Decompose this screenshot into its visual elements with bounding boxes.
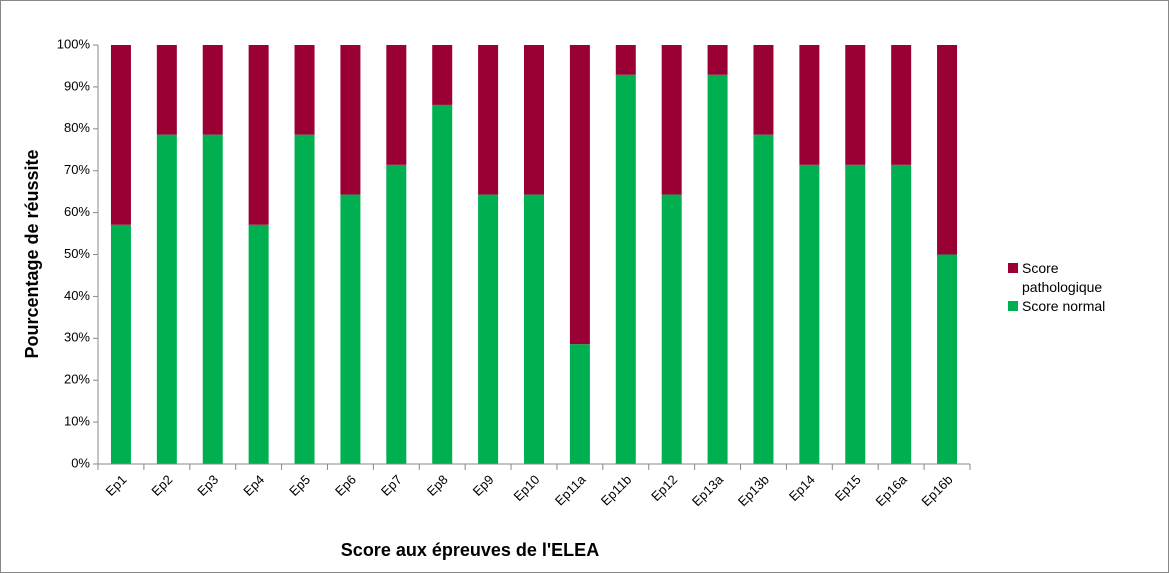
bar-segment [202,134,223,464]
y-tick-label: 50% [64,246,90,261]
bar-segment [845,164,866,465]
bar-segment [294,134,315,464]
y-tick-label: 40% [64,288,90,303]
bar-segment [340,45,361,195]
bar-segment [937,45,958,255]
bar-segment [707,45,728,75]
bar-segment [753,45,774,135]
bar-segment [569,45,590,345]
bar-segment [432,104,453,465]
bar-segment [156,45,177,135]
y-tick-label: 20% [64,372,90,387]
bar-segment [799,45,820,165]
bar-segment [891,164,912,465]
bar-segment [156,134,177,464]
y-tick-label: 70% [64,162,90,177]
bar-segment [248,45,269,225]
legend-swatch [1008,301,1018,311]
bar-segment [845,45,866,165]
bar-segment [661,194,682,464]
legend-label: Score normal [1022,298,1106,314]
legend-swatch [1008,263,1018,273]
bar-segment [569,344,590,464]
bar-segment [799,164,820,465]
y-tick-label: 0% [71,455,90,470]
bar-segment [386,45,407,165]
bar-segment [110,224,131,464]
bar-segment [524,45,544,195]
y-tick-label: 10% [64,414,90,429]
bar-segment [340,194,361,464]
y-tick-label: 30% [64,330,90,345]
y-tick-label: 80% [64,120,90,135]
bar-segment [707,74,728,465]
bar-segment [891,45,912,165]
bar-segment [432,45,453,105]
y-tick-label: 60% [64,204,90,219]
bar-segment [753,134,774,464]
bar-segment [110,45,131,225]
bar-segment [386,164,407,465]
bar-segment [294,45,315,135]
bar-segment [615,45,636,75]
bar-segment [937,254,958,464]
y-tick-label: 90% [64,78,90,93]
y-axis-title: Pourcentage de réussite [22,149,42,358]
legend-label: Score pathologique [1022,260,1103,295]
bar-segment [248,224,269,464]
bar-segment [661,45,682,195]
y-tick-label: 100% [57,36,91,51]
x-axis-title: Score aux épreuves de l'ELEA [341,540,599,560]
bar-segment [202,45,223,135]
bar-segment [615,74,636,465]
bar-segment [478,194,499,464]
bar-segment [478,45,499,195]
bar-segment [524,194,544,464]
